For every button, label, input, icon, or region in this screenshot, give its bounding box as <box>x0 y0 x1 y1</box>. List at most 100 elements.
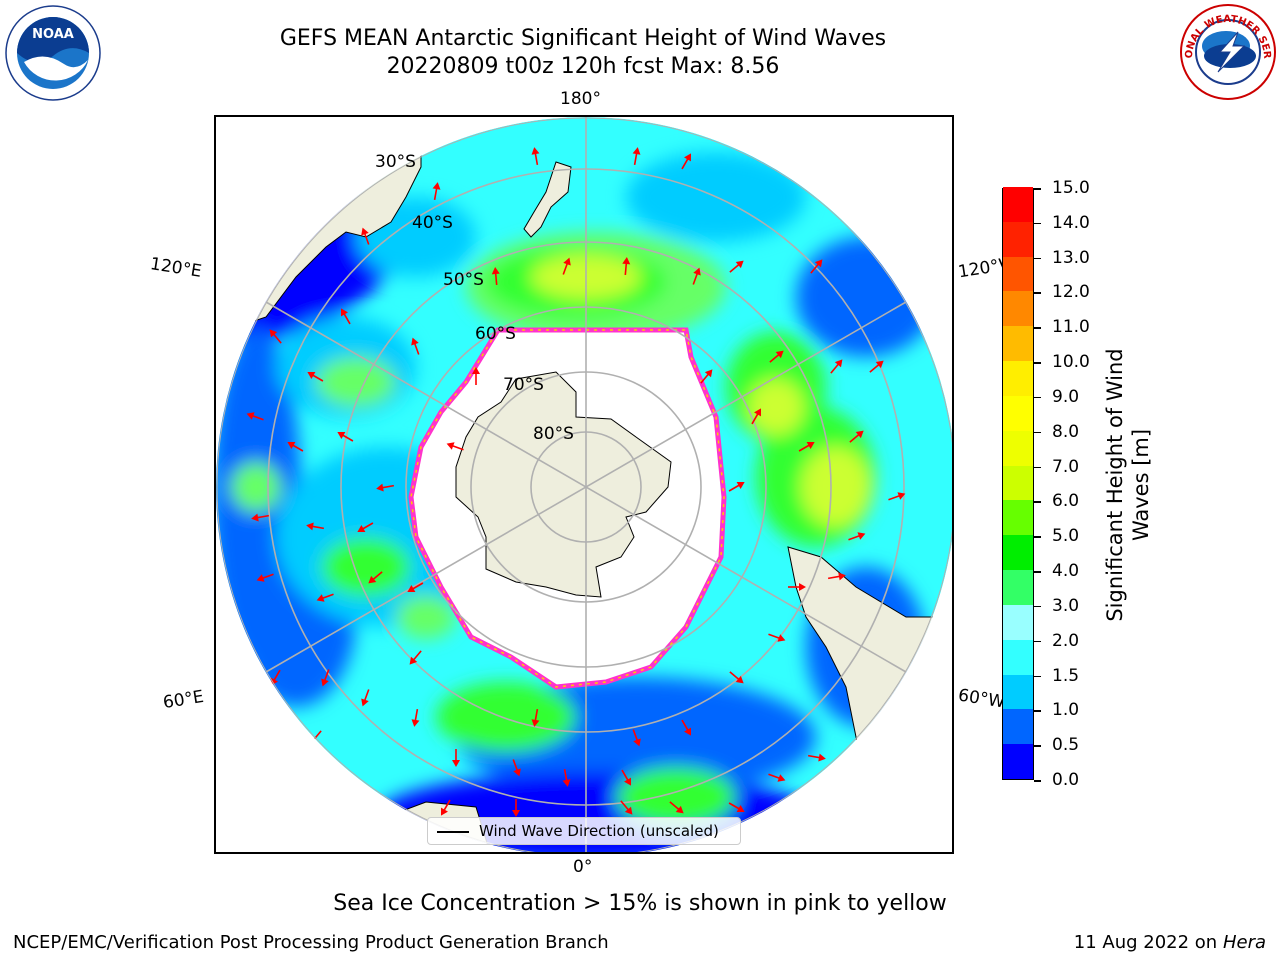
wave-direction-arrow <box>321 669 330 687</box>
wave-direction-arrow <box>491 267 500 286</box>
colorbar-segment <box>1003 430 1033 466</box>
wave-direction-arrow <box>357 522 374 532</box>
footer-date: 11 Aug 2022 on Hera <box>1074 932 1266 953</box>
legend-line-swatch <box>437 831 469 833</box>
colorbar-segment <box>1003 325 1033 362</box>
colorbar-tick-label: 11.0 <box>1052 317 1090 338</box>
wave-direction-arrow <box>337 432 354 442</box>
colorbar-tick-label: 10.0 <box>1052 352 1090 373</box>
wave-direction-arrow <box>411 708 420 727</box>
lon-label-bottom: 0° <box>573 857 593 877</box>
wave-direction-arrow <box>256 573 274 582</box>
colorbar-segment <box>1003 674 1033 710</box>
wave-direction-arrow <box>271 669 281 686</box>
colorbar-tick-mark <box>1034 501 1041 503</box>
wave-direction-arrow <box>728 802 745 812</box>
colorbar-tick-label: 1.0 <box>1052 700 1080 721</box>
colorbar-tick-label: 15.0 <box>1052 178 1090 198</box>
map-legend: Wind Wave Direction (unscaled) <box>427 817 741 845</box>
wave-direction-arrow <box>441 799 451 816</box>
lon-label-right-lower: 60°W <box>956 685 1007 713</box>
wave-direction-arrow <box>452 749 460 767</box>
wave-direction-arrow <box>411 337 420 355</box>
colorbar-segment <box>1003 256 1033 292</box>
colorbar-tick-label: 5.0 <box>1052 526 1080 547</box>
colorbar-tick-mark <box>1034 362 1041 364</box>
colorbar-tick-label: 0.5 <box>1052 735 1080 756</box>
colorbar-title-line2: Waves [m] <box>1129 428 1153 542</box>
colorbar-tick-label: 1.5 <box>1052 665 1080 686</box>
colorbar-segment <box>1003 743 1033 779</box>
colorbar-tick-mark <box>1034 188 1041 190</box>
noaa-logo: NOAA <box>4 4 102 102</box>
colorbar-tick-label: 3.0 <box>1052 595 1080 616</box>
lat-label-50s: 50°S <box>443 270 484 290</box>
colorbar-tick-mark <box>1034 257 1041 260</box>
colorbar-segment <box>1003 708 1033 745</box>
lat-label-30s: 30°S <box>375 152 416 172</box>
wave-direction-arrow <box>446 442 464 451</box>
wave-direction-arrow <box>376 483 395 492</box>
colorbar-tick-mark <box>1034 640 1041 643</box>
wave-direction-arrow <box>246 412 264 421</box>
wave-direction-arrow <box>798 442 815 452</box>
wave-direction-arrow <box>681 719 691 736</box>
colorbar-tick-mark <box>1034 292 1041 294</box>
wave-direction-arrow <box>830 359 843 374</box>
wave-direction-arrow <box>368 571 383 584</box>
colorbar-tick-mark <box>1034 327 1041 329</box>
wave-direction-arrow <box>827 572 846 581</box>
footer-producer: NCEP/EMC/Verification Post Processing Pr… <box>13 932 609 953</box>
sea-ice-note: Sea Ice Concentration > 15% is shown in … <box>333 891 947 916</box>
lon-label-top: 180° <box>560 89 601 109</box>
wave-direction-arrow <box>531 708 540 727</box>
colorbar-tick-label: 8.0 <box>1052 421 1080 442</box>
wave-direction-arrow <box>306 522 325 531</box>
wave-direction-arrow <box>768 633 786 642</box>
wave-direction-arrow <box>307 372 324 382</box>
wave-direction-arrow <box>751 408 761 425</box>
wave-direction-arrow <box>562 768 571 787</box>
colorbar-tick-mark <box>1034 710 1041 712</box>
colorbar-tick-label: 4.0 <box>1052 561 1080 582</box>
wave-direction-arrow <box>729 671 744 684</box>
nws-logo: NATIONAL WEATHER SERVICE <box>1174 0 1278 102</box>
new-zealand-land <box>523 161 572 238</box>
wave-direction-arrow <box>287 442 304 452</box>
map-panel <box>214 115 954 854</box>
wave-direction-arrow <box>728 482 745 492</box>
colorbar-title: Significant Height of Wind Waves [m] <box>1102 348 1155 621</box>
colorbar-segment <box>1003 395 1033 431</box>
lat-label-40s: 40°S <box>412 213 453 233</box>
wave-direction-arrow <box>361 227 370 245</box>
lon-label-left-upper: 120°E <box>148 254 203 282</box>
colorbar-segment <box>1003 499 1033 536</box>
svg-text:NOAA: NOAA <box>32 27 74 42</box>
wave-direction-arrow <box>407 582 424 592</box>
wave-direction-arrow <box>869 360 884 373</box>
lat-label-80s: 80°S <box>533 424 574 444</box>
wind-wave-arrows <box>246 147 906 817</box>
colorbar-title-line1: Significant Height of Wind <box>1102 348 1127 622</box>
colorbar-tick-mark <box>1034 222 1041 225</box>
colorbar-segment <box>1003 604 1033 640</box>
footer-machine: Hera <box>1222 932 1266 953</box>
wave-direction-arrow <box>269 329 282 344</box>
wave-direction-arrow <box>472 367 480 385</box>
colorbar-tick-mark <box>1034 780 1041 782</box>
wave-direction-arrow <box>848 532 866 541</box>
colorbar-tick-label: 6.0 <box>1052 491 1080 512</box>
colorbar-tick-mark <box>1034 675 1041 678</box>
legend-label: Wind Wave Direction (unscaled) <box>479 822 719 840</box>
colorbar-tick-label: 13.0 <box>1052 247 1090 268</box>
graticule <box>216 117 952 852</box>
colorbar-tick-label: 7.0 <box>1052 456 1080 477</box>
colorbar-tick-label: 2.0 <box>1052 630 1080 651</box>
colorbar-tick-label: 0.0 <box>1052 770 1080 790</box>
wave-direction-arrow <box>512 799 520 817</box>
wave-direction-arrow <box>692 267 701 285</box>
colorbar-segment <box>1003 290 1033 327</box>
wave-direction-arrow <box>531 147 540 166</box>
colorbar-tick-mark <box>1034 431 1041 434</box>
wave-direction-arrow <box>409 650 422 665</box>
